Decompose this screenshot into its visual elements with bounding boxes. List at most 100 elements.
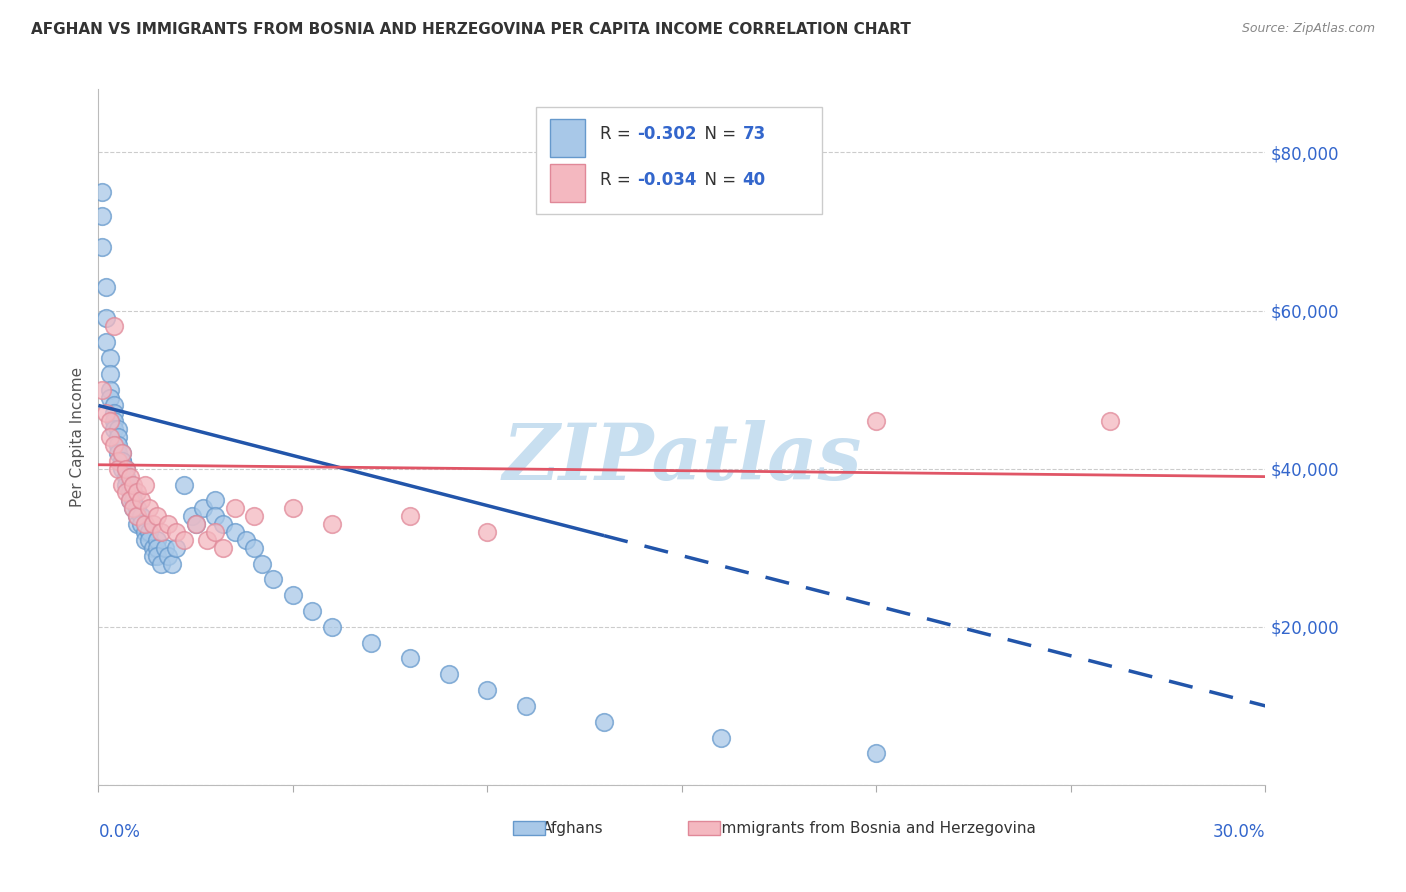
Text: AFGHAN VS IMMIGRANTS FROM BOSNIA AND HERZEGOVINA PER CAPITA INCOME CORRELATION C: AFGHAN VS IMMIGRANTS FROM BOSNIA AND HER… xyxy=(31,22,911,37)
Text: 40: 40 xyxy=(742,170,766,188)
Point xyxy=(107,430,129,444)
Point xyxy=(184,516,207,531)
Point xyxy=(98,383,121,397)
Point xyxy=(321,516,343,531)
Point xyxy=(111,446,134,460)
Point xyxy=(204,524,226,539)
Point xyxy=(127,516,149,531)
Point xyxy=(122,493,145,508)
Text: N =: N = xyxy=(693,170,741,188)
Bar xyxy=(550,164,585,202)
Point xyxy=(98,430,121,444)
Bar xyxy=(688,822,720,835)
Point xyxy=(91,383,114,397)
Text: 73: 73 xyxy=(742,126,766,144)
Point xyxy=(142,541,165,555)
Point xyxy=(107,438,129,452)
Point xyxy=(212,541,235,555)
Bar xyxy=(550,119,585,157)
Point xyxy=(129,493,152,508)
Point xyxy=(146,509,169,524)
Point xyxy=(134,533,156,547)
Point xyxy=(153,541,176,555)
Y-axis label: Per Capita Income: Per Capita Income xyxy=(70,367,86,508)
Point xyxy=(122,501,145,516)
Point xyxy=(138,501,160,516)
Text: Immigrants from Bosnia and Herzegovina: Immigrants from Bosnia and Herzegovina xyxy=(717,821,1036,836)
Point xyxy=(111,446,134,460)
Point xyxy=(134,477,156,491)
Point xyxy=(118,493,141,508)
Point xyxy=(243,509,266,524)
Point xyxy=(162,557,184,571)
Point xyxy=(224,501,246,516)
Point xyxy=(173,533,195,547)
Point xyxy=(107,454,129,468)
Point xyxy=(91,240,114,254)
Point xyxy=(212,516,235,531)
Point xyxy=(127,509,149,524)
Point xyxy=(149,524,172,539)
Point xyxy=(122,477,145,491)
Point xyxy=(195,533,218,547)
Point xyxy=(111,454,134,468)
Point xyxy=(1098,414,1121,428)
Point xyxy=(281,501,304,516)
Point xyxy=(103,399,125,413)
Point xyxy=(149,557,172,571)
Point xyxy=(96,335,118,350)
Point xyxy=(118,485,141,500)
Point xyxy=(360,635,382,649)
Point xyxy=(114,461,136,475)
FancyBboxPatch shape xyxy=(536,106,823,214)
Point xyxy=(98,351,121,365)
Point xyxy=(865,414,887,428)
Point xyxy=(146,541,169,555)
Point xyxy=(118,477,141,491)
Point xyxy=(173,477,195,491)
Point xyxy=(96,406,118,420)
Point xyxy=(142,549,165,563)
Point xyxy=(477,524,499,539)
Point xyxy=(114,485,136,500)
Point xyxy=(157,549,180,563)
Point xyxy=(865,747,887,761)
Text: ZIPatlas: ZIPatlas xyxy=(502,420,862,496)
Point xyxy=(107,422,129,436)
Point xyxy=(224,524,246,539)
Point xyxy=(98,367,121,381)
Point xyxy=(593,714,616,729)
Point xyxy=(204,509,226,524)
Point xyxy=(138,524,160,539)
Text: N =: N = xyxy=(693,126,741,144)
Point xyxy=(165,541,187,555)
Bar xyxy=(513,822,546,835)
Point xyxy=(114,469,136,483)
Point xyxy=(204,493,226,508)
Point xyxy=(134,516,156,531)
Point xyxy=(398,509,420,524)
Point xyxy=(103,438,125,452)
Point xyxy=(91,185,114,199)
Point xyxy=(142,516,165,531)
Point xyxy=(235,533,257,547)
Point xyxy=(98,414,121,428)
Point xyxy=(111,454,134,468)
Point xyxy=(111,461,134,475)
Point xyxy=(184,516,207,531)
Point xyxy=(301,604,323,618)
Point xyxy=(114,461,136,475)
Point xyxy=(243,541,266,555)
Text: Source: ZipAtlas.com: Source: ZipAtlas.com xyxy=(1241,22,1375,36)
Point xyxy=(710,731,733,745)
Point xyxy=(477,683,499,698)
Point xyxy=(127,501,149,516)
Point xyxy=(103,319,125,334)
Point xyxy=(122,485,145,500)
Text: Afghans: Afghans xyxy=(541,821,603,836)
Point xyxy=(96,280,118,294)
Text: -0.302: -0.302 xyxy=(637,126,697,144)
Point xyxy=(262,573,284,587)
Point xyxy=(127,485,149,500)
Point xyxy=(127,509,149,524)
